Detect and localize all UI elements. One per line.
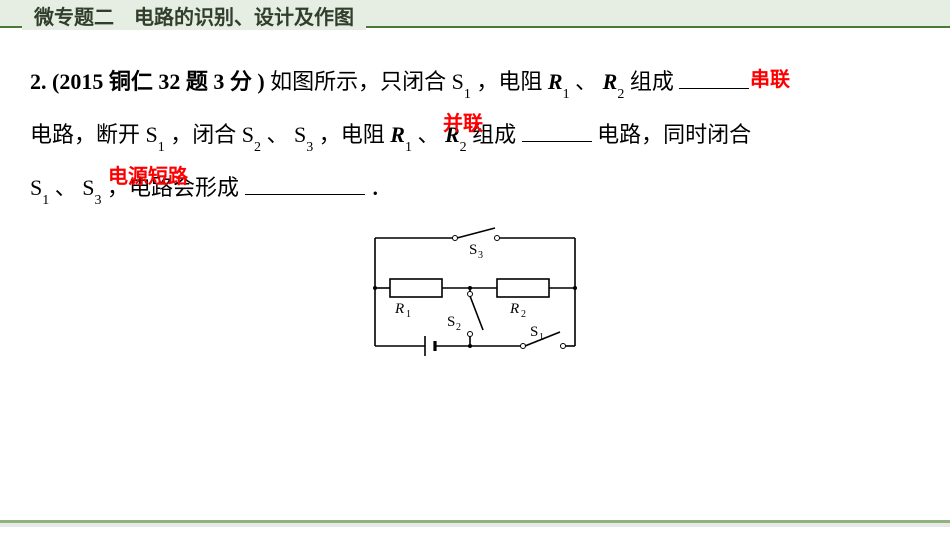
header-title-text: 微专题二 电路的识别、设计及作图: [34, 1, 354, 30]
blank-2: [522, 118, 592, 142]
sub: 1: [405, 140, 412, 155]
text: 、: [575, 69, 603, 94]
page-header: 微专题二 电路的识别、设计及作图: [0, 0, 950, 36]
text: ．: [370, 175, 392, 200]
answer-3: 电源短路: [108, 160, 188, 189]
text: 、: [417, 122, 445, 147]
svg-text:S: S: [530, 324, 538, 340]
text: 电路，同时闭合: [597, 122, 751, 147]
R: R: [548, 69, 563, 94]
svg-text:S: S: [469, 242, 477, 258]
text: 如图所示，只闭合 S: [270, 69, 464, 94]
svg-text:2: 2: [456, 322, 461, 333]
text: ，电阻: [476, 69, 548, 94]
svg-text:R: R: [394, 301, 404, 317]
footer-line: [0, 520, 950, 523]
answer-2: 并联: [443, 107, 483, 136]
sub: 2: [460, 140, 467, 155]
sub: 2: [254, 140, 261, 155]
sub: 1: [563, 87, 570, 102]
sub: 1: [464, 87, 471, 102]
blank-1: [679, 65, 749, 89]
svg-text:R: R: [509, 301, 519, 317]
header-title: 微专题二 电路的识别、设计及作图: [22, 0, 366, 30]
svg-text:3: 3: [478, 250, 483, 261]
R: R: [603, 69, 618, 94]
svg-text:2: 2: [521, 309, 526, 320]
sub: 3: [95, 193, 102, 208]
svg-text:1: 1: [539, 332, 544, 343]
text: S: [30, 175, 42, 200]
circuit-diagram: S3R1R2S2S1: [0, 218, 950, 388]
sub: 1: [42, 193, 49, 208]
footer-shadow: [0, 523, 950, 527]
question-source: (2015 铜仁 32 题 3 分 ): [52, 69, 265, 94]
svg-text:S: S: [447, 314, 455, 330]
question-number: 2.: [30, 69, 47, 94]
text: 、 S: [55, 175, 95, 200]
svg-text:1: 1: [406, 309, 411, 320]
text: 电路，断开 S: [30, 122, 158, 147]
sub: 1: [158, 140, 165, 155]
blank-3: [245, 170, 365, 194]
text: ，电阻: [319, 122, 391, 147]
R: R: [390, 122, 405, 147]
answer-1: 串联: [750, 63, 790, 92]
sub: 3: [306, 140, 313, 155]
text: ，闭合 S: [170, 122, 254, 147]
circuit-svg: S3R1R2S2S1: [345, 218, 605, 388]
text: 、 S: [267, 122, 307, 147]
sub: 2: [617, 87, 624, 102]
text: 组成: [630, 69, 680, 94]
